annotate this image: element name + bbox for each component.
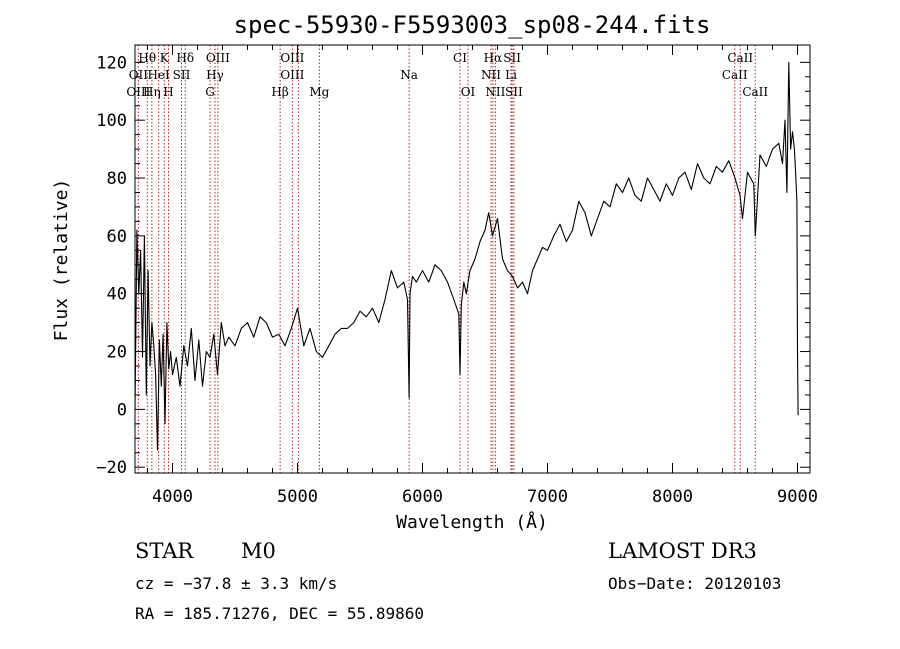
y-tick-label: 60	[107, 227, 127, 247]
line-label: NII	[485, 85, 505, 99]
line-label: SII	[505, 85, 523, 99]
line-label: SII	[503, 51, 521, 65]
object-subclass: M0	[241, 539, 276, 563]
spectrum-line	[134, 61, 799, 451]
line-label: Hη	[143, 85, 161, 99]
line-label: OI	[461, 85, 476, 99]
spectrum-series	[134, 61, 799, 451]
survey-name: LAMOST DR3	[608, 539, 757, 563]
line-label: OIII	[206, 51, 230, 65]
y-tick-label: 0	[117, 400, 127, 420]
line-label: G	[205, 85, 215, 99]
y-axis: −20 0 20 40 60 80 100 120	[96, 53, 810, 478]
line-markers	[137, 45, 756, 473]
line-label: OII	[129, 68, 149, 82]
y-tick-label: 120	[96, 53, 127, 73]
y-tick-label: 40	[107, 285, 127, 305]
line-label: OIII	[280, 51, 304, 65]
observation-date: Obs−Date: 20120103	[608, 574, 781, 593]
x-tick-label: 8000	[652, 487, 693, 507]
line-label: Na	[400, 68, 418, 82]
y-tick-label: 80	[107, 169, 127, 189]
line-label: CaII	[727, 51, 753, 65]
redshift-cz: cz = −37.8 ± 3.3 km/s	[135, 574, 337, 593]
line-label: HeI	[147, 68, 170, 82]
x-tick-label: 6000	[402, 487, 443, 507]
line-label: Mg	[309, 85, 329, 99]
line-label: Hθ	[138, 51, 156, 65]
y-tick-label: 20	[107, 343, 127, 363]
y-tick-label: −20	[96, 458, 127, 478]
x-tick-label: 4000	[152, 487, 193, 507]
line-label: NII	[481, 68, 501, 82]
x-tick-label: 7000	[527, 487, 568, 507]
x-tick-label: 5000	[277, 487, 318, 507]
object-class: STAR	[135, 539, 194, 563]
line-label: H	[163, 85, 173, 99]
line-label: CaII	[742, 85, 768, 99]
x-axis: 4000 5000 6000 7000 8000 9000	[147, 45, 818, 507]
line-label: K	[160, 51, 170, 65]
line-label: Hβ	[271, 85, 288, 99]
chart-title: spec-55930-F5593003_sp08-244.fits	[234, 11, 711, 39]
y-axis-label: Flux (relative)	[51, 179, 72, 342]
line-label: Li	[505, 68, 517, 82]
coordinates: RA = 185.71276, DEC = 55.89860	[135, 604, 424, 623]
x-tick-label: 9000	[777, 487, 818, 507]
plot-frame	[134, 44, 811, 474]
line-label: SII	[173, 68, 191, 82]
x-axis-label: Wavelength (Å)	[396, 511, 548, 533]
line-label: Hδ	[176, 51, 194, 65]
y-tick-label: 100	[96, 111, 127, 131]
line-label: Hγ	[206, 68, 224, 82]
line-label: OIII	[126, 85, 150, 99]
line-label: CaII	[722, 68, 748, 82]
line-label: CI	[453, 51, 467, 65]
line-label: Hα	[484, 51, 503, 65]
line-label: OIII	[280, 68, 304, 82]
